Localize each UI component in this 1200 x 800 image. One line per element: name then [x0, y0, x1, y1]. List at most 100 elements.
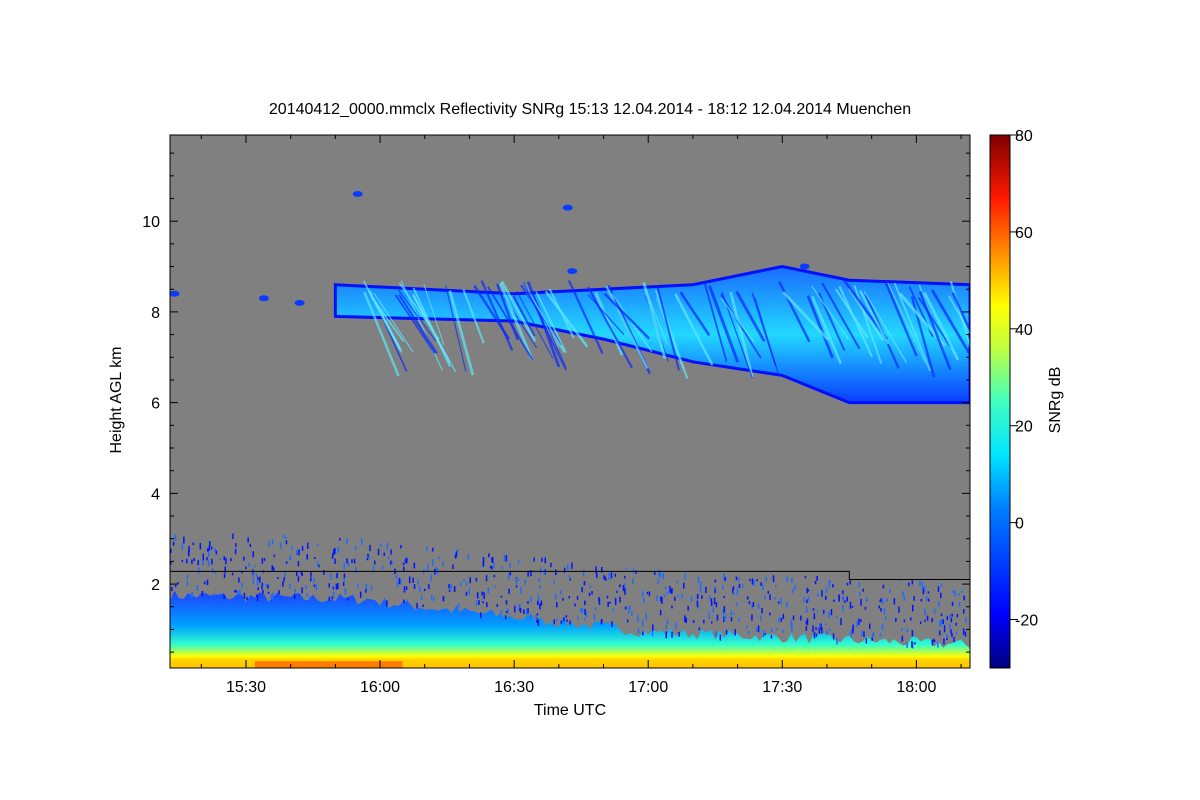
echo-speckle — [241, 582, 243, 588]
echo-speckle — [862, 588, 864, 592]
echo-speckle — [331, 596, 333, 600]
echo-speckle — [583, 581, 586, 586]
colorbar-tick-label: 20 — [1015, 419, 1033, 436]
echo-speckle — [699, 581, 702, 589]
fall-streak — [544, 290, 589, 348]
echo-speckle — [403, 599, 405, 604]
echo-speckle — [487, 587, 490, 594]
echo-speckle — [948, 614, 951, 618]
echo-speckle — [871, 637, 873, 641]
echo-speckle — [760, 582, 762, 586]
echo-speckle — [366, 557, 369, 561]
echo-speckle — [584, 617, 586, 621]
echo-speckle — [790, 619, 792, 626]
fall-streak — [473, 285, 511, 340]
echo-speckle — [337, 583, 339, 589]
echo-speckle — [732, 592, 735, 595]
echo-speckle — [478, 600, 480, 605]
fall-streak — [587, 286, 633, 369]
echo-speckle — [285, 540, 288, 545]
fall-streak — [605, 285, 649, 369]
echo-speckle — [906, 642, 908, 648]
echo-speckle — [594, 607, 597, 611]
echo-speckle — [821, 589, 823, 597]
echo-speckle — [860, 619, 862, 623]
echo-speckle — [343, 575, 345, 583]
echo-speckle — [246, 596, 248, 601]
echo-speckle — [252, 573, 254, 577]
echo-speckle — [559, 590, 562, 595]
echo-speckle — [863, 631, 865, 637]
echo-speckle — [527, 571, 529, 577]
echo-speckle — [501, 566, 503, 570]
echo-speckle — [383, 552, 385, 556]
echo-speckle — [659, 571, 662, 578]
fall-streak — [603, 292, 651, 340]
fall-streak — [853, 284, 883, 364]
echo-speckle — [527, 601, 529, 604]
echo-speckle — [535, 614, 537, 621]
echo-speckle — [671, 588, 673, 594]
echo-speckle — [778, 617, 780, 623]
echo-speckle — [214, 571, 216, 574]
echo-speckle — [611, 621, 613, 628]
colorbar-ticks: -20 0 20 40 60 80 — [1010, 128, 1038, 630]
echo-speckle — [390, 560, 392, 565]
echo-speckle — [208, 545, 211, 551]
echo-speckle — [865, 637, 868, 644]
echo-speckle — [933, 638, 935, 642]
echo-speckle — [605, 578, 607, 581]
echo-speckle — [889, 589, 891, 593]
echo-speckle — [225, 557, 227, 565]
echo-speckle — [946, 638, 948, 641]
echo-speckle — [648, 591, 651, 597]
echo-speckle — [846, 583, 849, 586]
echo-speckle — [467, 554, 470, 560]
echo-speckle — [432, 547, 434, 552]
echo-speckle — [931, 639, 934, 646]
echo-speckle — [505, 610, 508, 614]
echo-speckle — [454, 554, 457, 559]
echo-speckle — [715, 602, 718, 608]
echo-speckle — [955, 622, 957, 626]
echo-speckle — [581, 587, 583, 593]
echo-speckle — [722, 608, 725, 615]
fall-streak — [847, 287, 884, 341]
echo-speckle — [560, 620, 563, 624]
x-tick-label: 16:00 — [360, 679, 400, 696]
colorbar-tick-label: 60 — [1015, 225, 1033, 242]
echo-speckle — [804, 575, 807, 579]
echo-speckle — [883, 608, 886, 615]
echo-speckle — [962, 628, 965, 635]
isolated-echo — [567, 268, 578, 275]
echo-speckle — [296, 571, 298, 576]
echo-speckle — [174, 584, 177, 588]
echo-speckle — [725, 629, 728, 635]
x-tick-label: 15:30 — [226, 679, 266, 696]
echo-speckle — [828, 628, 831, 632]
surface-echo-band — [170, 658, 970, 668]
cirrus-cloud-edge — [333, 264, 970, 405]
echo-speckle — [413, 584, 416, 590]
fall-streak — [674, 293, 714, 366]
echo-speckle — [642, 631, 644, 636]
echo-speckle — [660, 596, 662, 602]
echo-speckle — [333, 549, 335, 556]
echo-speckle — [256, 594, 258, 598]
echo-speckle — [807, 595, 810, 602]
echo-speckle — [791, 577, 793, 584]
echo-speckle — [879, 600, 881, 603]
echo-speckle — [517, 578, 520, 581]
echo-speckle — [296, 549, 298, 555]
echo-speckle — [456, 605, 458, 610]
echo-speckle — [675, 622, 677, 630]
echo-speckle — [911, 630, 914, 637]
echo-speckle — [568, 575, 571, 578]
echo-speckle — [849, 601, 852, 609]
echo-speckle — [422, 604, 424, 607]
echo-speckle — [657, 578, 660, 584]
echo-speckle — [507, 608, 509, 615]
echo-speckle — [496, 604, 498, 607]
echo-speckle — [626, 619, 629, 623]
echo-speckle — [782, 613, 785, 620]
